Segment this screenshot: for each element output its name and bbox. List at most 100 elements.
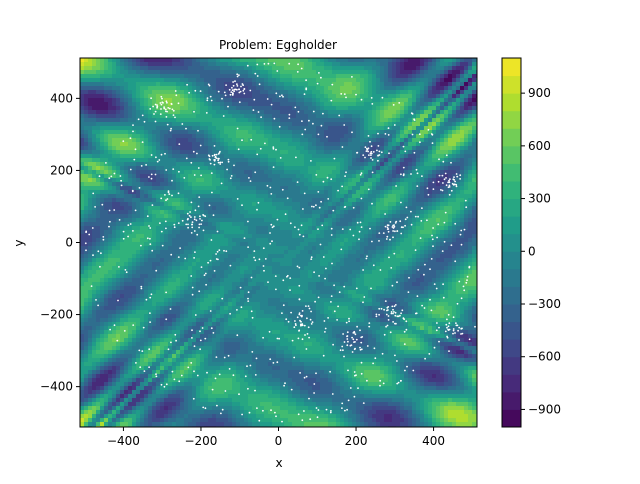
contour-cell: [256, 198, 260, 202]
contour-cell: [412, 210, 416, 214]
contour-cell: [412, 174, 416, 178]
contour-cell: [340, 118, 344, 122]
contour-cell: [256, 70, 260, 74]
contour-cell: [80, 174, 84, 178]
contour-cell: [280, 222, 284, 226]
contour-cell: [100, 86, 104, 90]
contour-cell: [324, 202, 328, 206]
contour-cell: [212, 134, 216, 138]
contour-cell: [216, 130, 220, 134]
contour-cell: [208, 178, 212, 182]
contour-cell: [112, 90, 116, 94]
contour-cell: [240, 166, 244, 170]
contour-cell: [80, 106, 84, 110]
contour-cell: [328, 106, 332, 110]
contour-cell: [424, 162, 428, 166]
contour-cell: [284, 174, 288, 178]
contour-cell: [248, 202, 252, 206]
contour-cell: [376, 70, 380, 74]
contour-cell: [204, 190, 208, 194]
contour-cell: [188, 162, 192, 166]
contour-cell: [180, 90, 184, 94]
contour-cell: [364, 214, 368, 218]
contour-cell: [472, 94, 476, 98]
contour-cell: [456, 166, 460, 170]
contour-cell: [220, 58, 224, 62]
contour-cell: [292, 130, 296, 134]
contour-cell: [128, 114, 132, 118]
contour-cell: [272, 226, 276, 230]
contour-cell: [204, 226, 208, 230]
contour-cell: [180, 142, 184, 146]
contour-cell: [320, 162, 324, 166]
contour-cell: [444, 198, 448, 202]
contour-cell: [300, 174, 304, 178]
contour-cell: [140, 110, 144, 114]
contour-cell: [308, 186, 312, 190]
contour-cell: [204, 250, 208, 254]
contour-cell: [456, 146, 460, 150]
contour-cell: [388, 166, 392, 170]
contour-cell: [304, 70, 308, 74]
contour-cell: [436, 238, 440, 242]
contour-cell: [248, 210, 252, 214]
contour-cell: [172, 226, 176, 230]
contour-cell: [436, 62, 440, 66]
contour-cell: [232, 238, 236, 242]
contour-cell: [200, 234, 204, 238]
contour-cell: [424, 178, 428, 182]
contour-cell: [112, 218, 116, 222]
contour-cell: [272, 198, 276, 202]
contour-cell: [284, 214, 288, 218]
contour-cell: [112, 142, 116, 146]
contour-cell: [256, 146, 260, 150]
contour-cell: [100, 194, 104, 198]
contour-cell: [264, 254, 268, 258]
contour-cell: [268, 150, 272, 154]
contour-cell: [468, 230, 472, 234]
contour-cell: [324, 142, 328, 146]
contour-cell: [428, 90, 432, 94]
contour-cell: [440, 186, 444, 190]
contour-cell: [128, 58, 132, 62]
contour-cell: [196, 150, 200, 154]
contour-cell: [264, 158, 268, 162]
contour-cell: [304, 166, 308, 170]
contour-cell: [252, 114, 256, 118]
contour-cell: [396, 166, 400, 170]
contour-cell: [228, 214, 232, 218]
contour-cell: [160, 154, 164, 158]
contour-cell: [364, 98, 368, 102]
contour-cell: [268, 70, 272, 74]
contour-cell: [128, 106, 132, 110]
contour-cell: [460, 114, 464, 118]
contour-cell: [256, 210, 260, 214]
contour-cell: [280, 78, 284, 82]
contour-cell: [368, 222, 372, 226]
contour-cell: [156, 142, 160, 146]
contour-cell: [120, 214, 124, 218]
contour-cell: [372, 178, 376, 182]
contour-cell: [408, 134, 412, 138]
contour-cell: [224, 166, 228, 170]
contour-cell: [340, 102, 344, 106]
contour-cell: [140, 70, 144, 74]
contour-cell: [256, 182, 260, 186]
contour-cell: [104, 234, 108, 238]
contour-cell: [104, 250, 108, 254]
contour-cell: [292, 58, 296, 62]
contour-cell: [184, 230, 188, 234]
contour-cell: [284, 178, 288, 182]
contour-cell: [304, 182, 308, 186]
contour-cell: [332, 102, 336, 106]
contour-cell: [100, 146, 104, 150]
contour-cell: [192, 154, 196, 158]
contour-cell: [116, 98, 120, 102]
contour-cell: [220, 238, 224, 242]
contour-cell: [376, 246, 380, 250]
contour-cell: [456, 206, 460, 210]
contour-cell: [196, 202, 200, 206]
contour-cell: [348, 102, 352, 106]
contour-cell: [156, 198, 160, 202]
contour-cell: [152, 182, 156, 186]
